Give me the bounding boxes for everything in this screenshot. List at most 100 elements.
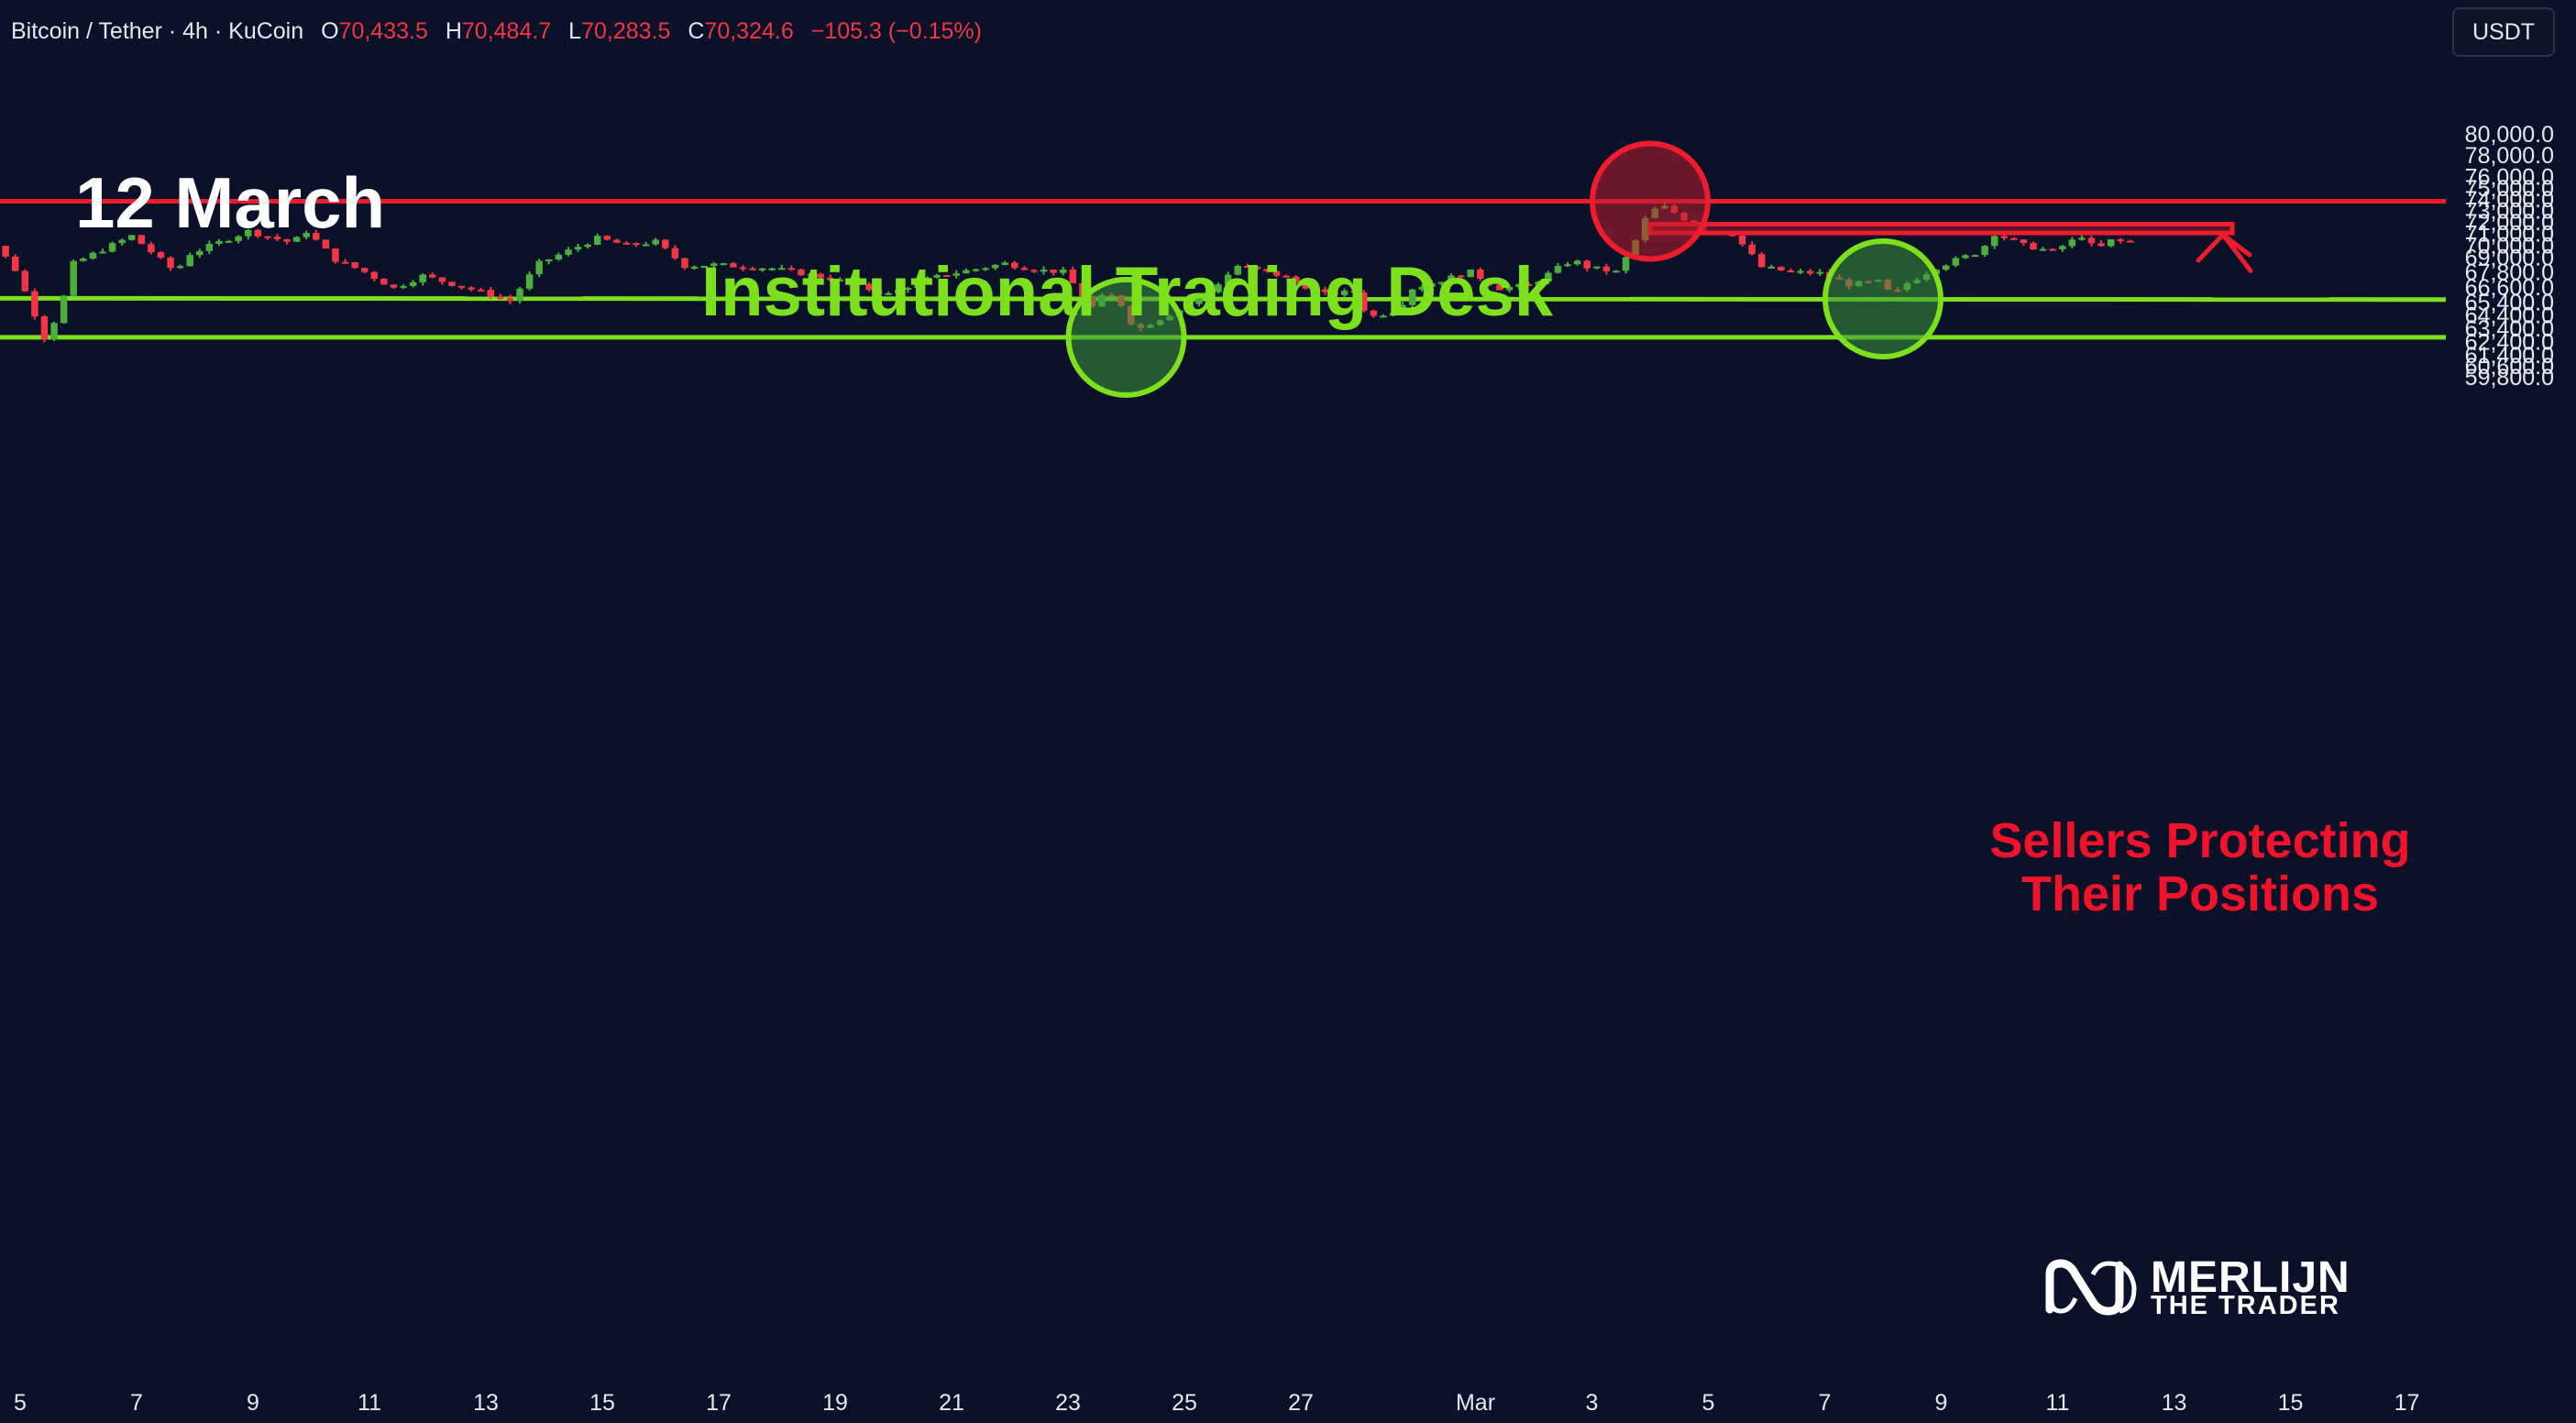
candle-body bbox=[1195, 296, 1203, 304]
candle-body bbox=[952, 273, 961, 276]
change-value: −105.3 (−0.15%) bbox=[810, 18, 982, 44]
candle-body bbox=[963, 270, 970, 274]
candle-body bbox=[2078, 237, 2086, 240]
candle-body bbox=[749, 268, 756, 270]
candle-body bbox=[2059, 246, 2066, 249]
candle-body bbox=[1331, 292, 1338, 295]
candle-body bbox=[2020, 239, 2028, 244]
candle-body bbox=[787, 268, 796, 270]
candle-body bbox=[1418, 286, 1426, 290]
candle-body bbox=[555, 254, 563, 260]
candle-body bbox=[1030, 270, 1038, 272]
candle-body bbox=[167, 257, 174, 269]
candle-body bbox=[448, 281, 456, 286]
x-tick-label: 5 bbox=[14, 1390, 27, 1416]
candle-body bbox=[603, 236, 611, 240]
logo-line2: THE TRADER bbox=[2151, 1291, 2340, 1320]
candle-body bbox=[1943, 265, 1950, 270]
candle-body bbox=[1573, 260, 1581, 265]
candle-body bbox=[1952, 258, 1960, 266]
candle-body bbox=[593, 236, 601, 245]
candle-body bbox=[2068, 239, 2076, 247]
candle-body bbox=[21, 270, 29, 292]
candle-body bbox=[1583, 260, 1591, 269]
chart-title: Institutional Trading Desk bbox=[701, 253, 1553, 331]
candle-body bbox=[1448, 275, 1455, 282]
candle-body bbox=[1234, 266, 1241, 275]
candle-body bbox=[1059, 269, 1067, 273]
sellers-note-line1: Sellers Protecting bbox=[1989, 813, 2411, 868]
candle-body bbox=[662, 239, 669, 248]
candle-body bbox=[370, 271, 379, 280]
y-tick-label: 71,000.0 bbox=[2465, 222, 2554, 248]
high-value: 70,484.7 bbox=[461, 18, 552, 44]
support-line bbox=[0, 295, 2447, 303]
candle-body bbox=[972, 269, 980, 271]
candle-body bbox=[1535, 281, 1543, 285]
candle-body bbox=[1981, 246, 1988, 256]
candle-body bbox=[1069, 269, 1077, 283]
open-value: 70,433.5 bbox=[338, 18, 428, 44]
y-tick-label: 76,000.0 bbox=[2465, 165, 2554, 191]
x-tick-label: 15 bbox=[589, 1390, 615, 1416]
logo-line1: MERLIJN bbox=[2151, 1253, 2350, 1302]
y-tick-label: 75,000.0 bbox=[2465, 176, 2554, 202]
candle-body bbox=[99, 251, 106, 254]
candle-body bbox=[283, 238, 291, 242]
candle-body bbox=[2097, 243, 2105, 247]
candle-body bbox=[700, 266, 708, 269]
highlight-circle-1 bbox=[1590, 140, 1711, 262]
y-tick-label: 69,000.0 bbox=[2465, 246, 2554, 271]
candle-body bbox=[1079, 282, 1086, 297]
candle-body bbox=[1496, 284, 1503, 291]
ohlc-header: Bitcoin / Tether · 4h · KuCoin O70,433.5… bbox=[11, 18, 982, 45]
x-tick-label: 25 bbox=[1172, 1390, 1197, 1416]
currency-button[interactable]: USDT bbox=[2452, 7, 2555, 57]
candle-body bbox=[885, 292, 892, 295]
candle-body bbox=[1292, 276, 1300, 282]
candle-body bbox=[1040, 269, 1048, 272]
candle-body bbox=[2039, 248, 2047, 251]
candle-body bbox=[225, 240, 233, 243]
candle-body bbox=[807, 273, 815, 276]
infinity-m-icon bbox=[2045, 1259, 2137, 1316]
candle-body bbox=[1554, 266, 1562, 273]
candle-body bbox=[622, 242, 631, 245]
candle-body bbox=[157, 252, 165, 258]
candle-body bbox=[1729, 234, 1736, 237]
candle-body bbox=[244, 229, 252, 237]
candle-body bbox=[1797, 270, 1804, 273]
candle-body bbox=[1011, 262, 1018, 269]
candle-body bbox=[313, 233, 320, 240]
x-tick-label: 15 bbox=[2278, 1390, 2304, 1416]
resistance-zone bbox=[1647, 221, 2235, 236]
candle-body bbox=[778, 268, 786, 270]
candle-body bbox=[1593, 266, 1601, 269]
candle-body bbox=[1340, 291, 1349, 295]
y-tick-label: 60,600.0 bbox=[2465, 354, 2554, 380]
candle-body bbox=[739, 267, 747, 270]
symbol-label[interactable]: Bitcoin / Tether · 4h · KuCoin bbox=[11, 18, 304, 44]
candle-body bbox=[642, 244, 650, 247]
candle-body bbox=[1370, 310, 1378, 316]
x-tick-label: 17 bbox=[706, 1390, 732, 1416]
candle-body bbox=[516, 288, 523, 302]
candle-body bbox=[176, 266, 184, 269]
candle-body bbox=[1389, 313, 1397, 316]
candle-body bbox=[11, 256, 19, 271]
open-label: O bbox=[321, 18, 339, 44]
candle-body bbox=[1282, 275, 1290, 278]
candle-body bbox=[1602, 266, 1611, 271]
y-tick-label: 80,000.0 bbox=[2465, 122, 2554, 148]
candle-body bbox=[400, 285, 407, 288]
candle-body bbox=[1971, 255, 1979, 258]
candle-body bbox=[380, 279, 388, 285]
candle-body bbox=[865, 283, 873, 291]
candle-body bbox=[846, 279, 853, 283]
candle-body bbox=[1001, 262, 1008, 265]
candle-body bbox=[292, 237, 301, 242]
candle-body bbox=[1990, 236, 1998, 247]
candle-body bbox=[681, 258, 688, 269]
candle-body bbox=[1613, 270, 1620, 273]
